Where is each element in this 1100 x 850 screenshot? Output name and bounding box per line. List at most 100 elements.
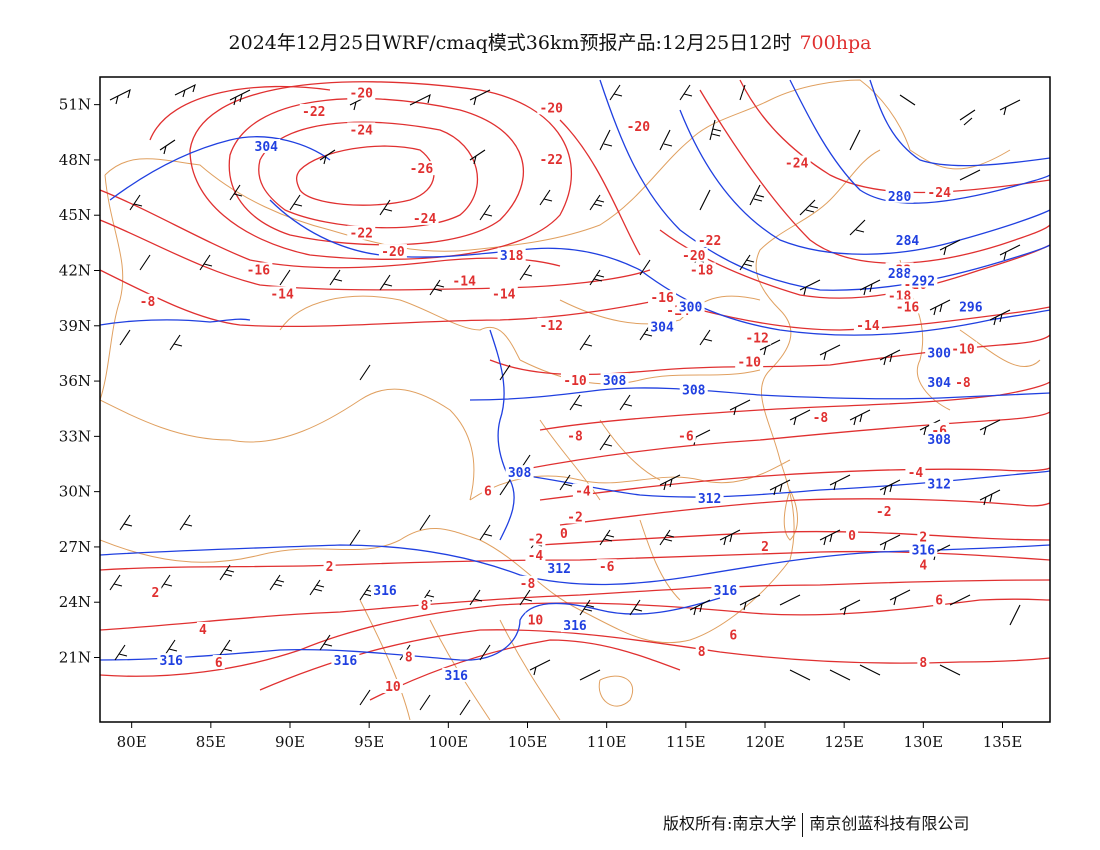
temperature-contour-label: -6	[599, 560, 615, 575]
height-contour-label-bg	[893, 233, 922, 248]
temp-contour-minus-14	[100, 219, 651, 291]
temperature-contour-label: -20	[381, 245, 405, 260]
wind-barb	[179, 514, 193, 531]
temperature-contour-label: -8	[140, 295, 156, 310]
wind-barb	[849, 409, 871, 426]
temperature-contour-label-bg	[149, 585, 162, 599]
wind-barb	[659, 529, 675, 546]
y-tick-label: 21N	[59, 649, 91, 667]
temperature-contour-label: -10	[563, 374, 587, 389]
height-contour-292	[789, 79, 1050, 204]
y-tick-label: 27N	[59, 538, 91, 556]
wind-barb	[109, 88, 131, 105]
temp-contour-minus-10	[489, 334, 1050, 376]
wind-barb	[199, 254, 213, 271]
qinghai-boundary	[279, 295, 521, 361]
y-tick-label: 51N	[59, 96, 91, 114]
temperature-contour-label-bg	[347, 85, 376, 100]
y-tick-label: 33N	[59, 427, 91, 445]
axis-ticks: 80E 85E 90E 95E 100E 105E 110E 115E 120E 125E 130E…	[59, 96, 1023, 751]
wind-barb	[319, 149, 336, 165]
x-tick-label: 90E	[275, 733, 305, 751]
wind-barb	[789, 409, 811, 426]
temperature-contour-label: -10	[737, 356, 761, 371]
wind-barb	[829, 474, 851, 491]
temperature-contour-label-bg	[810, 409, 831, 424]
temperature-contour-label-bg	[407, 161, 436, 176]
temperature-contour-label: 6	[935, 593, 943, 608]
wind-barb	[979, 489, 1001, 506]
wind-barb	[629, 599, 643, 616]
temperature-contour-label-bg	[525, 531, 546, 546]
temperature-contour-label-bg	[687, 262, 716, 277]
temp-contour-10	[369, 639, 681, 701]
y-tick-label: 30N	[59, 483, 91, 501]
temperature-contour-label-bg	[299, 104, 328, 119]
wind-barb	[859, 279, 881, 296]
wind-barb	[939, 664, 961, 676]
height-contour-label-bg	[679, 382, 708, 397]
wind-barb	[739, 84, 746, 101]
wind-barb	[279, 269, 291, 286]
temperature-contour-label: -22	[698, 234, 721, 249]
wind-barbs	[109, 83, 1021, 716]
wind-barb	[609, 84, 623, 101]
height-contour-label: 308	[508, 466, 532, 481]
temperature-contour-label-bg	[596, 559, 617, 574]
wind-barb	[899, 94, 916, 106]
height-contour-label: 312	[927, 477, 950, 492]
temperature-contour-label: -26	[410, 162, 434, 177]
temp-contour-ne-3	[659, 229, 1050, 299]
wind-barb	[589, 269, 605, 286]
wind-barb	[114, 644, 128, 661]
temperature-contour-label: -12	[745, 332, 768, 347]
y-tick-label: 24N	[59, 593, 91, 611]
wind-barb	[479, 644, 491, 661]
china-boundary-north	[104, 79, 1011, 252]
height-contour-288	[869, 79, 1050, 167]
wind-barb	[309, 579, 325, 596]
wind-barb	[129, 194, 143, 211]
height-contour-label-bg	[331, 653, 360, 668]
temp-contour-minus-26	[295, 145, 435, 206]
wind-barb	[164, 639, 178, 656]
temp-contour-minus-8	[539, 381, 1050, 431]
wind-barb	[379, 199, 393, 216]
temperature-contour-label: 8	[405, 651, 413, 666]
wind-barb	[219, 564, 235, 581]
temperature-contour-label: 2	[919, 531, 927, 546]
wind-barb	[469, 89, 491, 106]
temperature-contour-label-bg	[537, 317, 566, 332]
temperature-contour-label: -20	[682, 249, 706, 264]
temperature-contour-label: 10	[528, 614, 544, 629]
wind-barb	[579, 599, 595, 616]
temperature-contour-label-bg	[137, 293, 158, 308]
temperature-contour-label-bg	[948, 341, 977, 356]
height-contour-label-bg	[252, 139, 281, 154]
height-contour-316	[100, 544, 1050, 586]
wind-barb	[139, 254, 151, 271]
x-tick-label: 130E	[904, 733, 944, 751]
wind-barb	[929, 299, 951, 316]
temperature-contour-label: -14	[270, 287, 294, 302]
height-contour-label: 316	[445, 669, 469, 684]
height-contour-296	[679, 109, 1050, 255]
temperature-contour-label-bg	[727, 627, 740, 642]
temperature-contour-label: -24	[785, 157, 809, 172]
height-contour-label-bg	[885, 188, 914, 203]
temperature-contour-label-bg	[489, 286, 518, 301]
temperature-contour-label-bg	[933, 592, 946, 607]
x-tick-label: 135E	[983, 733, 1023, 751]
height-contour-label: 304	[650, 321, 674, 336]
temperature-contour-label: -20	[627, 120, 651, 135]
temperature-contour-label-bg	[925, 185, 954, 200]
temperature-contour-label-bg	[885, 288, 914, 303]
wind-barb	[789, 669, 811, 681]
height-contour-label: 316	[912, 544, 936, 559]
temperature-contour-label: -24	[927, 186, 951, 201]
height-contour-label-bg	[676, 299, 705, 314]
temperature-contour-label-bg	[402, 649, 415, 664]
temperature-contour-label-bg	[695, 643, 708, 658]
temperature-contour-label-bg	[565, 509, 585, 524]
height-contour-label: 288	[888, 267, 912, 282]
